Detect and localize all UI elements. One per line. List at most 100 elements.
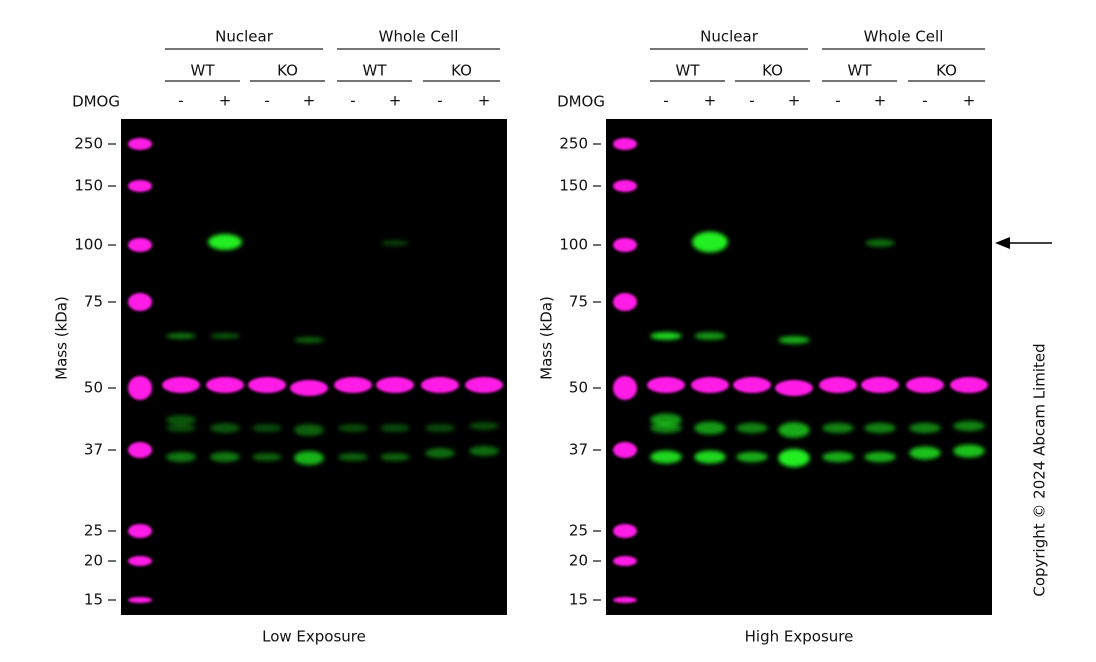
loading-band bbox=[162, 377, 200, 393]
treatment-label: DMOG bbox=[557, 93, 605, 111]
ladder-band bbox=[613, 238, 637, 252]
green-band bbox=[650, 450, 682, 464]
green-band bbox=[778, 422, 810, 438]
marker-label: 20 bbox=[84, 552, 103, 570]
ladder-band bbox=[128, 180, 152, 192]
genotype-label: WT bbox=[848, 62, 873, 80]
marker-label: 75 bbox=[84, 293, 103, 311]
green-band bbox=[822, 422, 854, 434]
green-band bbox=[425, 424, 455, 432]
group-label: Nuclear bbox=[700, 28, 759, 46]
loading-band bbox=[906, 377, 944, 393]
green-band bbox=[909, 446, 941, 460]
green-band bbox=[953, 420, 985, 432]
green-band bbox=[294, 424, 324, 436]
green-band bbox=[338, 424, 368, 432]
genotype-label: WT bbox=[676, 62, 701, 80]
genotype-label: KO bbox=[277, 62, 298, 80]
green-band bbox=[953, 444, 985, 458]
y-axis-label: Mass (kDa) bbox=[538, 296, 556, 380]
group-label: Whole Cell bbox=[379, 28, 459, 46]
green-band bbox=[252, 424, 282, 432]
ladder-band bbox=[613, 180, 637, 192]
treatment-sign: - bbox=[749, 92, 754, 110]
green-band bbox=[694, 450, 726, 464]
genotype-label: KO bbox=[762, 62, 783, 80]
green-band bbox=[909, 422, 941, 434]
genotype-label: WT bbox=[191, 62, 216, 80]
ladder-band bbox=[128, 597, 152, 603]
green-band bbox=[736, 451, 768, 463]
treatment-sign: - bbox=[178, 92, 183, 110]
green-band bbox=[338, 453, 368, 461]
marker-label: 37 bbox=[84, 441, 103, 459]
treatment-sign: - bbox=[663, 92, 668, 110]
green-band bbox=[778, 448, 810, 468]
treatment-sign: + bbox=[874, 92, 887, 110]
ladder-band bbox=[128, 293, 152, 311]
green-band bbox=[778, 336, 810, 344]
genotype-label: KO bbox=[936, 62, 957, 80]
treatment-sign: + bbox=[219, 92, 232, 110]
y-axis-label: Mass (kDa) bbox=[53, 296, 71, 380]
marker-label: 100 bbox=[559, 236, 588, 254]
green-band bbox=[650, 422, 682, 434]
treatment-sign: + bbox=[788, 92, 801, 110]
green-band bbox=[210, 333, 240, 339]
ladder-band bbox=[613, 597, 637, 603]
green-band bbox=[210, 452, 240, 462]
loading-band bbox=[775, 380, 813, 396]
green-band bbox=[822, 451, 854, 463]
loading-band bbox=[248, 377, 286, 393]
treatment-sign: + bbox=[704, 92, 717, 110]
marker-label: 50 bbox=[84, 379, 103, 397]
ladder-band bbox=[613, 556, 637, 566]
caption: Low Exposure bbox=[262, 628, 366, 646]
ladder-band bbox=[128, 556, 152, 566]
treatment-sign: + bbox=[303, 92, 316, 110]
treatment-sign: - bbox=[922, 92, 927, 110]
genotype-label: KO bbox=[451, 62, 472, 80]
green-band bbox=[380, 453, 410, 461]
loading-band bbox=[334, 377, 372, 393]
ladder-band bbox=[613, 524, 637, 538]
marker-label: 15 bbox=[84, 591, 103, 609]
marker-label: 37 bbox=[569, 441, 588, 459]
loading-band bbox=[861, 377, 899, 393]
ladder-band bbox=[128, 376, 152, 400]
marker-label: 25 bbox=[569, 522, 588, 540]
ladder-band bbox=[128, 238, 152, 252]
marker-label: 15 bbox=[569, 591, 588, 609]
group-label: Nuclear bbox=[215, 28, 274, 46]
treatment-sign: + bbox=[478, 92, 491, 110]
ladder-band bbox=[128, 442, 152, 458]
marker-label: 150 bbox=[74, 177, 103, 195]
green-band bbox=[864, 451, 896, 463]
green-band bbox=[736, 422, 768, 434]
green-band bbox=[166, 333, 196, 339]
genotype-label: WT bbox=[363, 62, 388, 80]
marker-label: 100 bbox=[74, 236, 103, 254]
green-band bbox=[294, 451, 324, 465]
green-band bbox=[425, 448, 455, 458]
treatment-sign: + bbox=[963, 92, 976, 110]
green-band bbox=[208, 234, 242, 250]
loading-band bbox=[691, 377, 729, 393]
green-band bbox=[650, 413, 682, 427]
treatment-sign: - bbox=[437, 92, 442, 110]
green-band bbox=[381, 240, 409, 246]
green-band bbox=[694, 332, 726, 340]
blot bbox=[121, 119, 507, 615]
caption: High Exposure bbox=[745, 628, 854, 646]
marker-label: 25 bbox=[84, 522, 103, 540]
marker-label: 20 bbox=[569, 552, 588, 570]
green-band bbox=[166, 424, 196, 432]
ladder-band bbox=[128, 138, 152, 150]
green-band bbox=[469, 446, 499, 456]
treatment-sign: - bbox=[350, 92, 355, 110]
green-band bbox=[650, 332, 682, 340]
green-band bbox=[864, 422, 896, 434]
marker-label: 50 bbox=[569, 379, 588, 397]
green-band bbox=[294, 337, 324, 343]
loading-band bbox=[421, 377, 459, 393]
